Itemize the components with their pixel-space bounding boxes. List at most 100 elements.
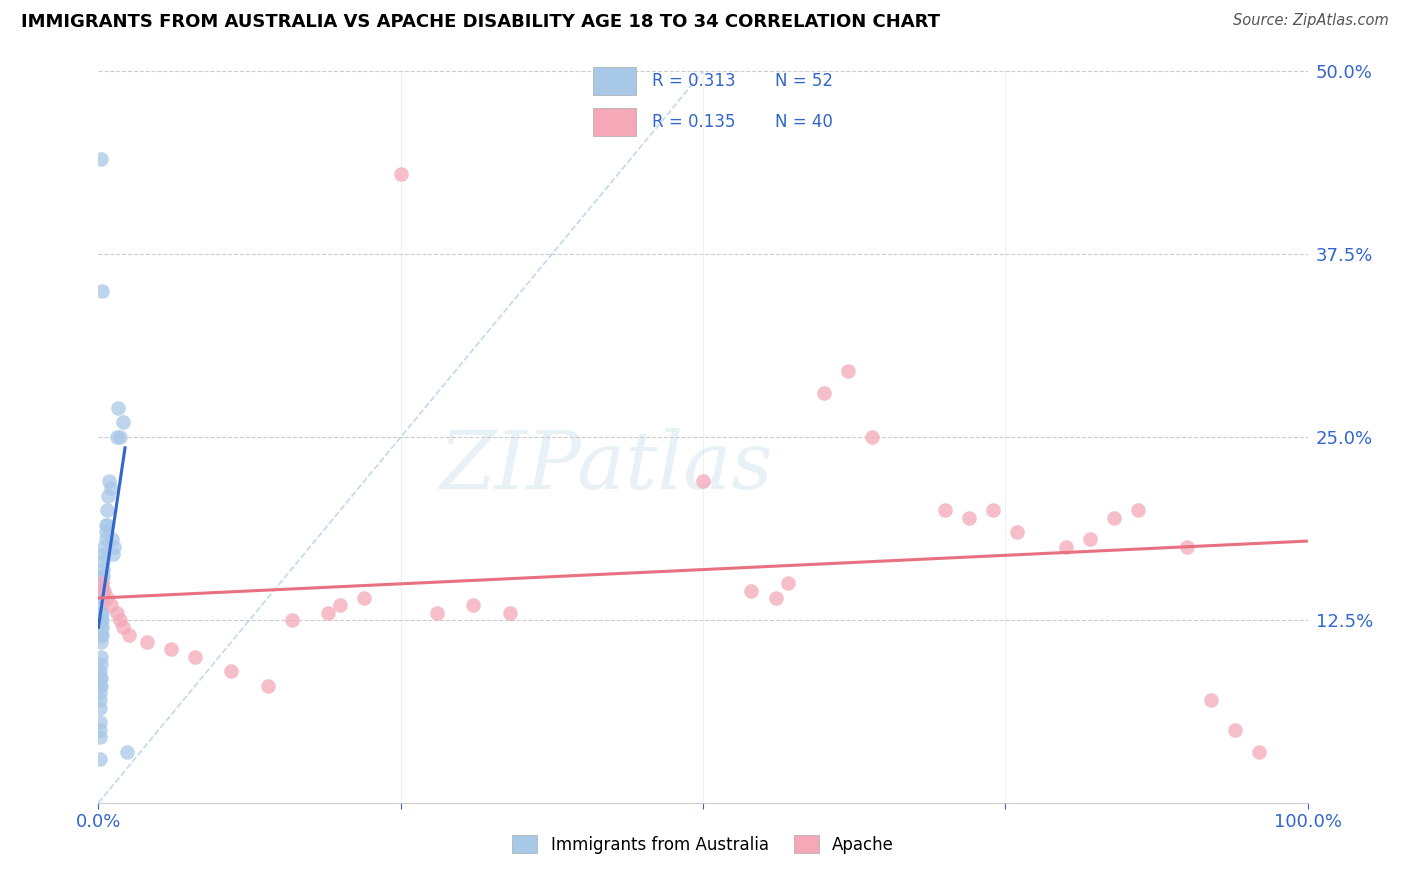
Point — [98, 474, 121, 488]
Point — [91, 583, 114, 598]
Point — [91, 620, 114, 634]
Point — [101, 547, 124, 561]
Point — [1007, 525, 1029, 540]
Point — [860, 430, 883, 444]
Point — [96, 591, 118, 605]
Point — [89, 686, 111, 700]
Point — [1078, 533, 1101, 547]
Point — [90, 635, 112, 649]
Point — [221, 664, 243, 678]
Point — [813, 386, 835, 401]
Point — [105, 606, 128, 620]
Point — [957, 510, 980, 524]
Point — [107, 401, 129, 415]
Point — [96, 503, 118, 517]
Point — [93, 583, 115, 598]
Point — [1249, 745, 1271, 759]
Point — [91, 613, 114, 627]
Point — [93, 547, 115, 561]
Text: N = 52: N = 52 — [775, 72, 834, 90]
Point — [89, 679, 111, 693]
Point — [90, 152, 112, 166]
Point — [1223, 723, 1246, 737]
Point — [1199, 693, 1222, 707]
Point — [90, 672, 112, 686]
Point — [90, 599, 112, 613]
Point — [740, 583, 762, 598]
Point — [426, 606, 449, 620]
Point — [108, 430, 131, 444]
Point — [94, 525, 117, 540]
Point — [316, 606, 339, 620]
Point — [389, 167, 412, 181]
Point — [91, 627, 114, 641]
Point — [90, 620, 112, 634]
Bar — [593, 108, 636, 136]
Bar — [593, 67, 636, 95]
Point — [91, 569, 114, 583]
Point — [90, 649, 112, 664]
Point — [89, 723, 111, 737]
Text: ZIPatlas: ZIPatlas — [440, 427, 773, 505]
Point — [89, 715, 111, 730]
Point — [329, 599, 352, 613]
Point — [91, 569, 114, 583]
Point — [135, 635, 157, 649]
Point — [94, 533, 117, 547]
Point — [91, 591, 114, 605]
Point — [463, 599, 485, 613]
Point — [89, 700, 111, 714]
Point — [91, 562, 114, 576]
Point — [93, 540, 115, 554]
Point — [256, 679, 278, 693]
Point — [89, 672, 111, 686]
Point — [100, 533, 122, 547]
Point — [100, 599, 122, 613]
Point — [353, 591, 375, 605]
Point — [281, 613, 304, 627]
Point — [91, 583, 114, 598]
Point — [117, 745, 139, 759]
Point — [692, 474, 714, 488]
Point — [934, 503, 956, 517]
Point — [91, 554, 114, 568]
Point — [100, 481, 122, 495]
Point — [91, 576, 114, 591]
Point — [90, 679, 112, 693]
Point — [91, 284, 114, 298]
Point — [111, 620, 134, 634]
Point — [89, 664, 111, 678]
Point — [1054, 540, 1077, 554]
Point — [184, 649, 207, 664]
Point — [103, 540, 125, 554]
Point — [94, 517, 117, 532]
Legend: Immigrants from Australia, Apache: Immigrants from Australia, Apache — [506, 829, 900, 860]
Text: Source: ZipAtlas.com: Source: ZipAtlas.com — [1233, 13, 1389, 29]
Point — [90, 613, 112, 627]
Point — [1128, 503, 1150, 517]
Point — [981, 503, 1004, 517]
Point — [90, 606, 112, 620]
Point — [111, 416, 134, 430]
Point — [1102, 510, 1125, 524]
Point — [89, 752, 111, 766]
Point — [90, 627, 112, 641]
Text: N = 40: N = 40 — [775, 113, 834, 131]
Point — [105, 430, 128, 444]
Point — [90, 657, 112, 671]
Point — [1175, 540, 1198, 554]
Text: IMMIGRANTS FROM AUSTRALIA VS APACHE DISABILITY AGE 18 TO 34 CORRELATION CHART: IMMIGRANTS FROM AUSTRALIA VS APACHE DISA… — [21, 13, 941, 31]
Point — [765, 591, 787, 605]
Point — [89, 693, 111, 707]
Point — [96, 517, 118, 532]
Point — [97, 489, 120, 503]
Point — [91, 576, 114, 591]
Text: R = 0.313: R = 0.313 — [651, 72, 735, 90]
Point — [89, 730, 111, 744]
Point — [91, 606, 114, 620]
Point — [108, 613, 131, 627]
Point — [776, 576, 799, 591]
Point — [118, 627, 141, 641]
Point — [498, 606, 520, 620]
Point — [160, 642, 183, 657]
